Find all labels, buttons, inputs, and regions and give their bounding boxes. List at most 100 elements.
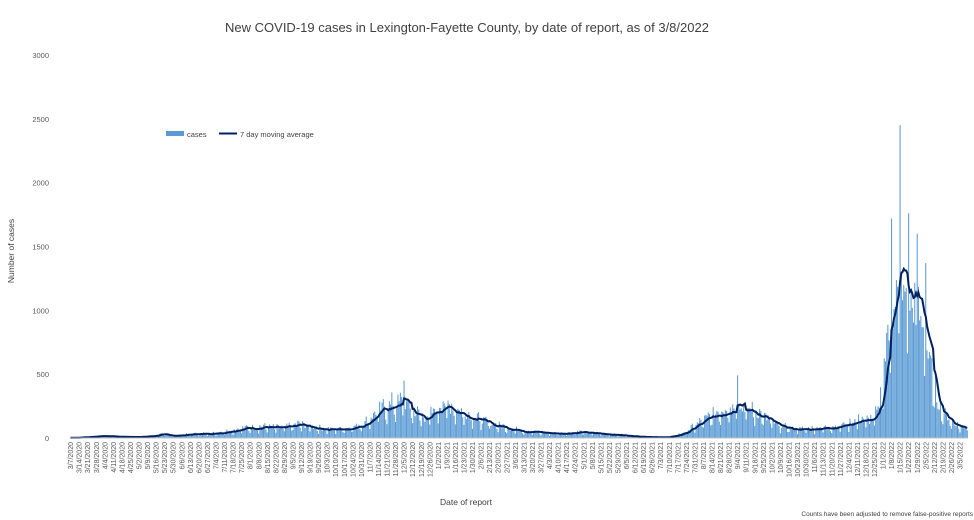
x-tick-label: 5/2/2020 (137, 442, 144, 469)
bar (526, 432, 528, 438)
bar (280, 426, 282, 438)
bar (839, 431, 841, 438)
y-tick-label: 1500 (32, 243, 49, 252)
bar (781, 427, 783, 438)
bar (490, 426, 492, 438)
x-tick-label: 1/23/2021 (462, 442, 469, 473)
bar (884, 361, 886, 438)
x-tick-label: 4/18/2020 (119, 442, 126, 473)
bar (556, 434, 558, 438)
bar (170, 435, 172, 438)
bar (200, 433, 202, 438)
bar (573, 433, 575, 438)
bar (289, 425, 291, 438)
bar (693, 428, 695, 438)
x-tick-label: 2/13/2021 (487, 442, 494, 473)
bar (335, 434, 337, 438)
x-tick-label: 6/5/2021 (624, 442, 631, 469)
y-tick-label: 2000 (32, 179, 49, 188)
bar (385, 419, 387, 438)
bar (941, 421, 943, 438)
bar (344, 428, 346, 438)
bar (878, 407, 880, 438)
bar (228, 430, 230, 438)
bar (622, 434, 624, 438)
bar (249, 432, 251, 438)
x-tick-label: 10/10/2020 (333, 442, 340, 477)
bar (818, 427, 820, 438)
bar (866, 415, 868, 438)
bar (722, 412, 724, 438)
x-tick-label: 1/30/2021 (470, 442, 477, 473)
bar (293, 423, 295, 438)
bar (168, 435, 171, 438)
bar (529, 431, 531, 438)
bar (683, 432, 685, 438)
bar (694, 432, 696, 438)
bar (610, 434, 612, 438)
bar (910, 289, 912, 438)
bar (403, 380, 405, 438)
x-tick-label: 9/26/2020 (316, 442, 323, 473)
bar (322, 427, 324, 438)
bar (817, 429, 819, 438)
x-tick-label: 3/28/2020 (94, 442, 101, 473)
bar (242, 426, 244, 438)
x-axis-label: Date of report (440, 497, 493, 507)
bar (577, 430, 579, 438)
bar (425, 418, 427, 438)
bar (723, 413, 725, 438)
bar (227, 432, 229, 438)
bar (415, 414, 417, 438)
bar (836, 427, 838, 438)
bar (441, 411, 443, 438)
bar (704, 415, 706, 438)
bar (943, 413, 945, 438)
bar (892, 328, 894, 438)
bar (398, 401, 400, 438)
bar (387, 410, 389, 438)
bar (589, 432, 591, 438)
bar (326, 433, 328, 438)
x-tick-label: 5/22/2021 (607, 442, 614, 473)
bar (391, 392, 393, 438)
x-tick-label: 7/3/2021 (658, 442, 665, 469)
bar (542, 432, 544, 438)
bar (621, 434, 623, 438)
x-tick-label: 6/13/2020 (188, 442, 195, 473)
bar (950, 428, 952, 438)
bar (717, 412, 719, 438)
bar (420, 426, 422, 438)
bar (853, 422, 855, 438)
bar (329, 429, 331, 438)
bar (413, 407, 415, 438)
bar (354, 425, 356, 438)
bar (266, 432, 268, 438)
bar (437, 423, 439, 438)
x-tick-label: 8/8/2020 (256, 442, 263, 469)
bar (364, 421, 366, 438)
bar (210, 434, 212, 438)
bar (392, 406, 394, 438)
bar (500, 425, 502, 438)
bar (261, 427, 263, 438)
x-tick-label: 3/27/2021 (538, 442, 545, 473)
bar (829, 431, 831, 438)
bar (154, 436, 156, 438)
bar (255, 427, 257, 438)
bar (605, 434, 607, 438)
bar (107, 436, 109, 438)
bar (799, 427, 801, 438)
bar (826, 428, 828, 438)
bar (583, 434, 585, 438)
bar (719, 424, 722, 438)
bar (745, 419, 747, 438)
bar (512, 428, 514, 438)
bar (318, 433, 320, 438)
bar (248, 431, 250, 438)
x-tick-label: 12/18/2021 (863, 442, 870, 477)
bar (900, 271, 902, 438)
bar (699, 417, 701, 438)
bar (164, 436, 166, 438)
bar (739, 409, 741, 438)
